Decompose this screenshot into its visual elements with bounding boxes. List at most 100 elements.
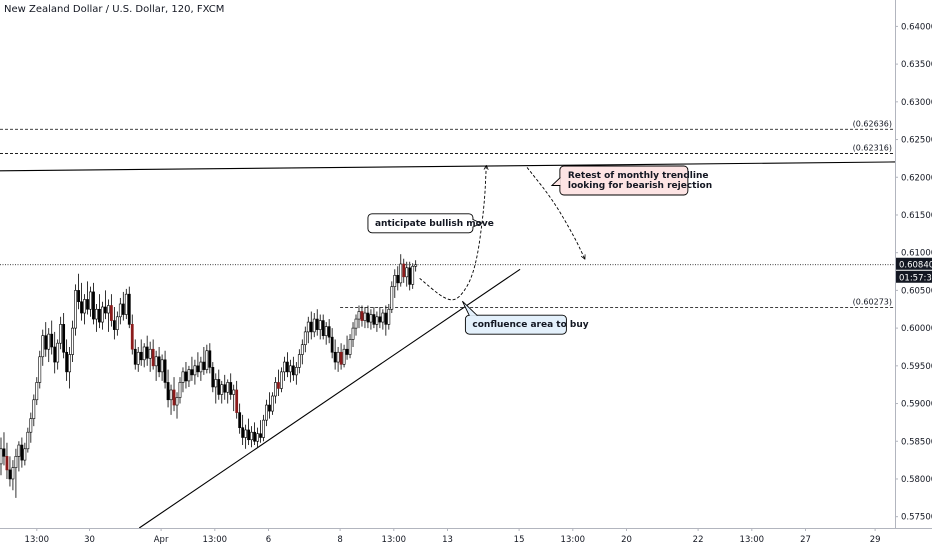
candle-body xyxy=(348,339,352,355)
candle xyxy=(151,339,155,370)
x-tick-label: 29 xyxy=(870,535,881,545)
candle xyxy=(139,339,143,366)
candle-body xyxy=(402,263,406,278)
candle-body xyxy=(330,336,334,353)
candle-body xyxy=(145,346,149,359)
candle-body xyxy=(297,354,301,368)
candle xyxy=(5,442,9,479)
candle-body xyxy=(262,419,265,438)
candle xyxy=(238,403,242,434)
candle-body xyxy=(23,448,27,461)
candle xyxy=(2,432,6,466)
candle-body xyxy=(250,431,253,441)
candle xyxy=(14,448,18,498)
candle-body xyxy=(202,361,206,370)
candle-body xyxy=(351,327,355,340)
candle xyxy=(50,320,54,355)
candle-body xyxy=(109,305,113,321)
candle xyxy=(121,291,125,321)
x-tick-label: 27 xyxy=(800,535,811,545)
candle xyxy=(104,290,107,320)
countdown-value: 01:57:37 xyxy=(899,273,932,283)
candle-body xyxy=(294,367,298,376)
candle xyxy=(226,379,230,404)
candle xyxy=(77,273,80,310)
candle xyxy=(223,374,227,400)
candle-body xyxy=(127,293,131,325)
candle-body xyxy=(104,306,107,314)
candle xyxy=(44,322,48,357)
candle xyxy=(181,367,185,393)
ascending-trendline xyxy=(138,268,521,529)
candle xyxy=(220,380,224,404)
candle xyxy=(232,384,236,412)
candle xyxy=(160,354,164,381)
candle xyxy=(363,306,367,329)
candle xyxy=(38,350,42,389)
candle xyxy=(390,281,394,314)
candle xyxy=(74,284,77,336)
level-label: (0.60273) xyxy=(853,298,892,307)
confluence-area-to-buy: confluence area to buy xyxy=(461,300,589,335)
candle-body xyxy=(151,348,155,367)
candle-body xyxy=(247,429,251,441)
candle xyxy=(178,377,182,404)
x-tick-label: 6 xyxy=(266,535,271,545)
candle xyxy=(327,319,331,344)
candle-body xyxy=(354,318,358,329)
candle xyxy=(247,418,251,446)
candle xyxy=(414,260,418,272)
candle-body xyxy=(115,316,119,330)
candle xyxy=(244,424,248,449)
x-tick-label: 15 xyxy=(514,535,525,545)
candle-body xyxy=(226,382,230,393)
candle xyxy=(277,369,280,396)
candle xyxy=(280,367,283,393)
candle xyxy=(196,352,200,378)
candle xyxy=(199,356,203,381)
candle xyxy=(303,326,307,353)
candle xyxy=(354,314,358,336)
candle xyxy=(342,344,346,368)
candle xyxy=(288,359,292,383)
candle-body xyxy=(208,350,212,368)
candle xyxy=(294,362,298,385)
candle-body xyxy=(83,299,86,314)
candle xyxy=(29,412,33,443)
candle-body xyxy=(315,318,319,330)
candle xyxy=(283,356,286,381)
candle-body xyxy=(65,351,69,373)
time-axis[interactable]: 13:00 30 Apr 13:00 6 8 13:00 13 15 13:00 20 22 13:00… xyxy=(0,528,932,545)
candle-body xyxy=(136,351,140,365)
candle xyxy=(11,460,15,491)
candle xyxy=(80,282,83,321)
candle-body xyxy=(184,371,188,382)
candle-body xyxy=(336,351,340,363)
candle xyxy=(333,339,337,370)
bearish-rejection-path xyxy=(526,167,585,258)
candle-body xyxy=(396,275,400,284)
candle-body xyxy=(274,382,277,397)
candle-body xyxy=(366,312,370,323)
candle-body xyxy=(38,356,42,383)
note-text: looking for bearish rejection xyxy=(568,181,712,191)
candle xyxy=(169,384,173,415)
note-text: anticipate bullish move xyxy=(375,219,494,229)
candle-body xyxy=(244,429,248,438)
candle-body xyxy=(14,456,18,468)
candle-body xyxy=(121,303,125,315)
candle xyxy=(136,346,140,372)
candle-body xyxy=(11,467,15,480)
candle xyxy=(208,343,212,374)
candle-body xyxy=(387,308,391,325)
candle-body xyxy=(327,326,331,338)
candle xyxy=(17,441,21,472)
candle xyxy=(20,437,24,468)
candle xyxy=(372,306,376,329)
candle-body xyxy=(35,382,39,401)
candle xyxy=(68,346,72,389)
